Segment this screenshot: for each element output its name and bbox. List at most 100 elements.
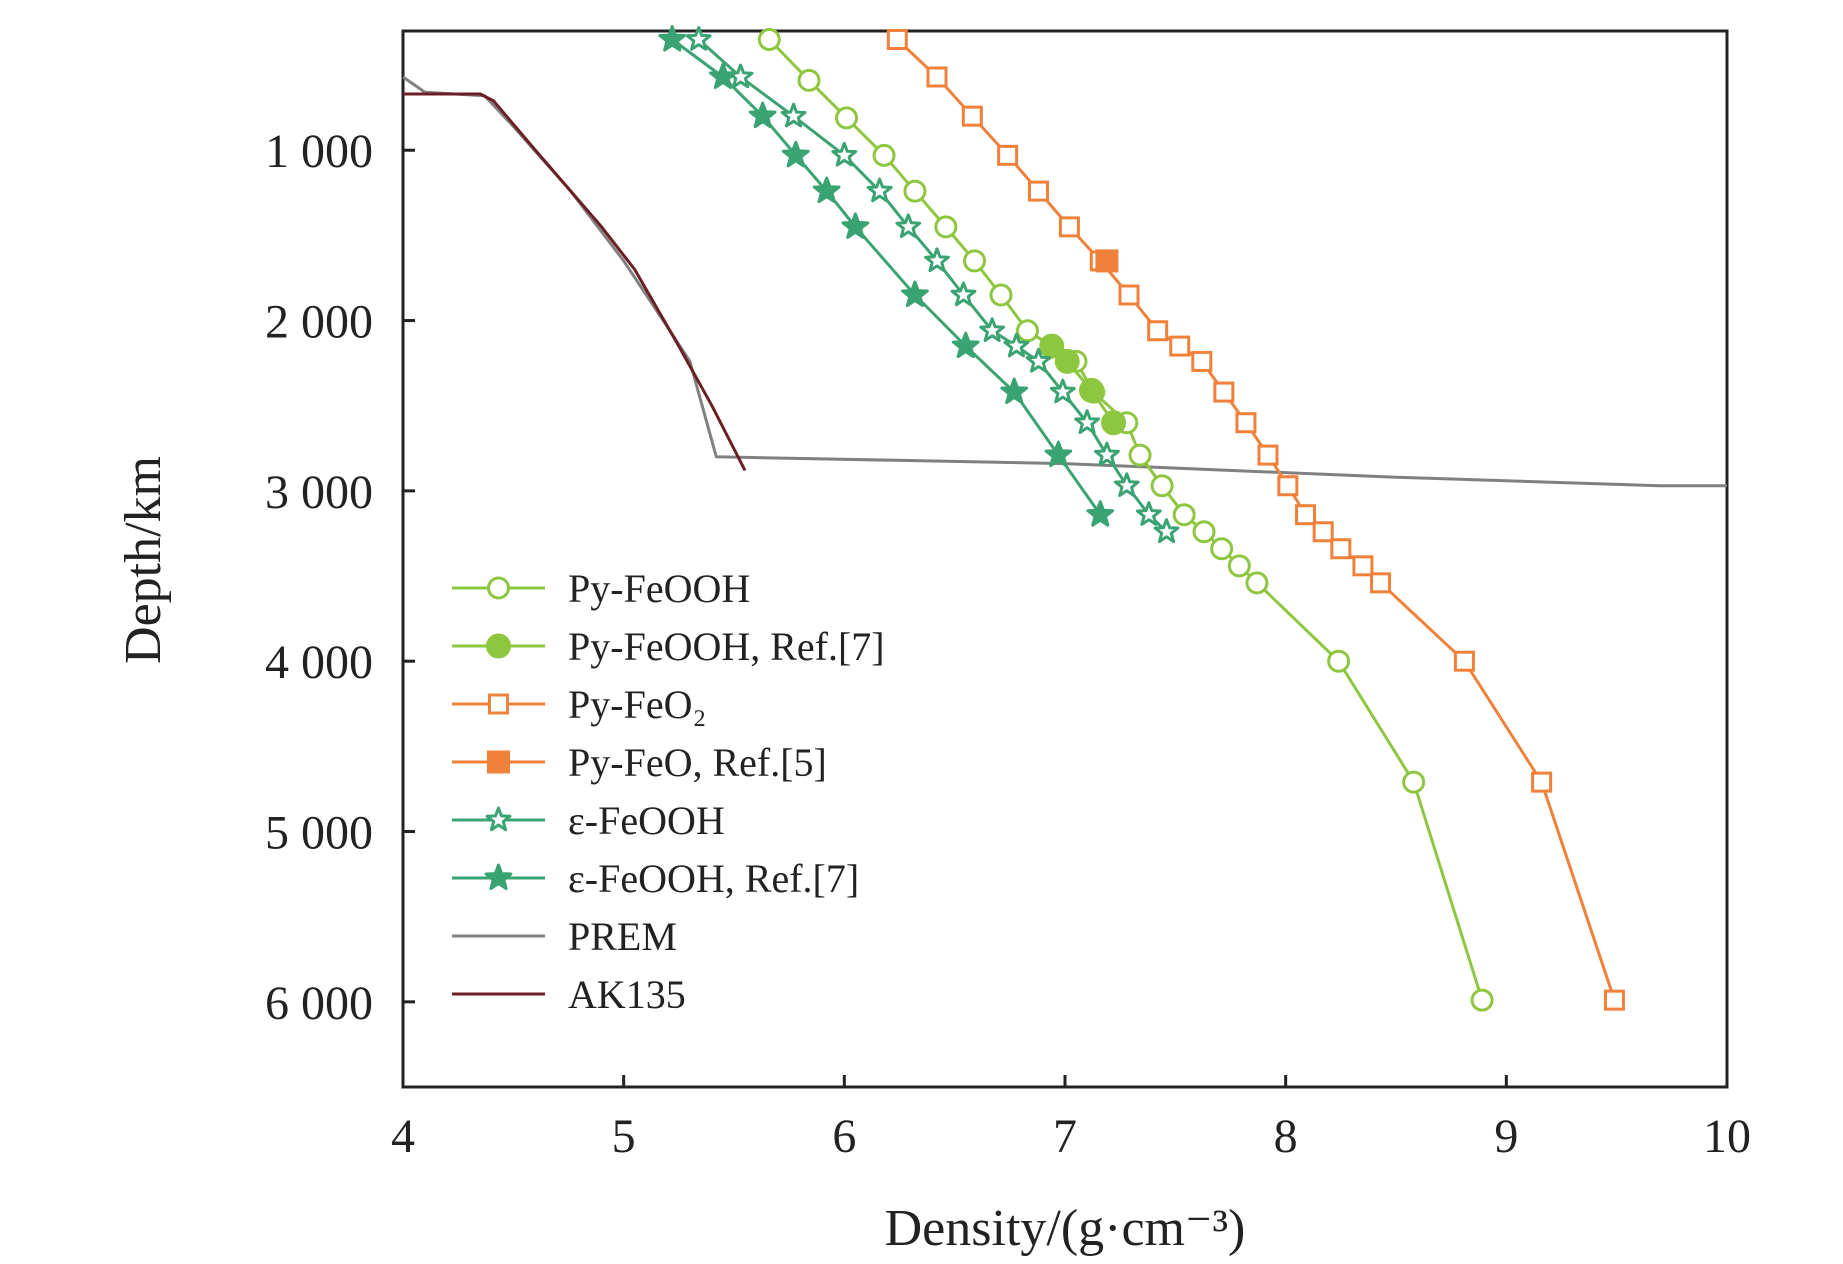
data-point: [1074, 409, 1100, 434]
data-point: [1330, 538, 1352, 560]
data-point: [1086, 500, 1115, 527]
data-point: [1028, 180, 1050, 202]
x-axis-title: Density/(g·cm⁻³): [885, 1200, 1246, 1257]
series-3: [1095, 249, 1119, 273]
legend: Py-FeOOH Py-FeOOH, Ref.[7] Py-FeO₂ Py-FeO, …: [452, 566, 885, 1017]
series-5: [658, 25, 1115, 527]
legend-item: Py-FeO₂: [452, 682, 706, 727]
data-point: [780, 102, 807, 128]
data-point: [1213, 381, 1235, 403]
data-point: [1227, 554, 1251, 578]
data-point: [961, 105, 983, 127]
data-point: [658, 25, 687, 52]
series-line: [768, 38, 1484, 1001]
data-point: [709, 62, 737, 89]
y-tick-label: 1 000: [265, 125, 373, 178]
data-point: [1118, 284, 1140, 306]
data-point: [1312, 521, 1334, 543]
y-tick-label: 2 000: [265, 296, 373, 349]
data-point: [797, 68, 821, 92]
legend-label: ε-FeOOH: [568, 798, 725, 843]
legend-label: Py-FeOOH: [568, 566, 750, 611]
y-tick-label: 3 000: [265, 466, 373, 519]
data-point: [979, 317, 1006, 342]
data-point: [989, 283, 1013, 307]
data-point: [1235, 412, 1257, 434]
data-point: [1101, 410, 1127, 436]
series-line: [403, 92, 747, 472]
data-point: [1025, 347, 1052, 373]
data-point: [1044, 440, 1073, 468]
series-2: [886, 29, 1625, 1011]
data-point: [924, 247, 950, 273]
data-point: [757, 28, 781, 52]
data-point: [1192, 520, 1216, 544]
y-axis-title: Depth/km: [115, 456, 172, 664]
legend-label: AK135: [568, 972, 686, 1017]
series-1: [1039, 333, 1127, 436]
data-point: [781, 140, 810, 168]
data-point: [835, 106, 859, 130]
data-point: [1191, 350, 1213, 372]
data-point: [950, 281, 977, 307]
x-tick-label: 7: [1053, 1110, 1077, 1163]
data-point: [1153, 518, 1180, 543]
data-point: [1135, 501, 1162, 526]
legend-item: Py-FeOOH: [452, 566, 750, 611]
data-point: [895, 213, 922, 239]
data-point: [1470, 988, 1494, 1012]
data-point: [886, 29, 908, 51]
legend-label: ε-FeOOH, Ref.[7]: [568, 856, 859, 901]
data-point: [1128, 443, 1152, 467]
data-point: [748, 101, 777, 129]
data-point: [1327, 649, 1351, 673]
data-point: [903, 179, 927, 203]
data-point: [1000, 377, 1029, 405]
data-point: [934, 215, 958, 239]
data-point: [872, 143, 896, 167]
data-point: [1147, 320, 1169, 342]
data-point: [1172, 503, 1196, 527]
data-point: [1054, 348, 1080, 374]
legend-swatch-marker: [484, 863, 513, 890]
data-point: [866, 177, 893, 203]
y-tick-label: 5 000: [265, 807, 373, 860]
x-tick-label: 10: [1703, 1110, 1751, 1163]
series-7: [403, 92, 747, 472]
data-point: [1453, 650, 1475, 672]
data-point: [1113, 472, 1140, 497]
data-point: [1257, 444, 1279, 466]
data-point: [1210, 537, 1234, 561]
data-point: [1015, 319, 1039, 343]
data-point: [901, 280, 929, 307]
data-point: [812, 176, 841, 204]
data-point: [1370, 572, 1392, 594]
data-point: [1058, 216, 1080, 238]
data-point: [1150, 474, 1174, 498]
data-point: [1049, 378, 1076, 404]
data-point: [1352, 555, 1374, 577]
data-point: [831, 141, 858, 167]
x-tick-label: 9: [1494, 1110, 1518, 1163]
legend-item: Py-FeO, Ref.[5]: [452, 740, 827, 785]
series-layer: [402, 25, 1727, 1012]
data-point: [1295, 504, 1317, 526]
legend-label: Py-FeO, Ref.[5]: [568, 740, 827, 785]
x-tick-label: 4: [391, 1110, 415, 1163]
x-tick-label: 8: [1274, 1110, 1298, 1163]
legend-swatch-marker: [488, 693, 509, 715]
x-tick-label: 6: [832, 1110, 856, 1163]
series-6: [402, 75, 1727, 488]
y-tick-label: 6 000: [265, 977, 373, 1030]
legend-label: Py-FeO₂: [568, 682, 706, 727]
legend-item: ε-FeOOH: [452, 798, 725, 843]
data-point: [1531, 771, 1553, 793]
y-axis-ticks: 1 000 2 000 3 000 4 000 5 000 6 000: [265, 125, 415, 1030]
data-point: [1078, 377, 1104, 403]
data-point: [997, 144, 1019, 166]
series-4: [685, 26, 1180, 543]
legend-item: PREM: [452, 914, 677, 959]
data-point: [1603, 989, 1625, 1011]
legend-swatch-marker: [485, 806, 512, 832]
